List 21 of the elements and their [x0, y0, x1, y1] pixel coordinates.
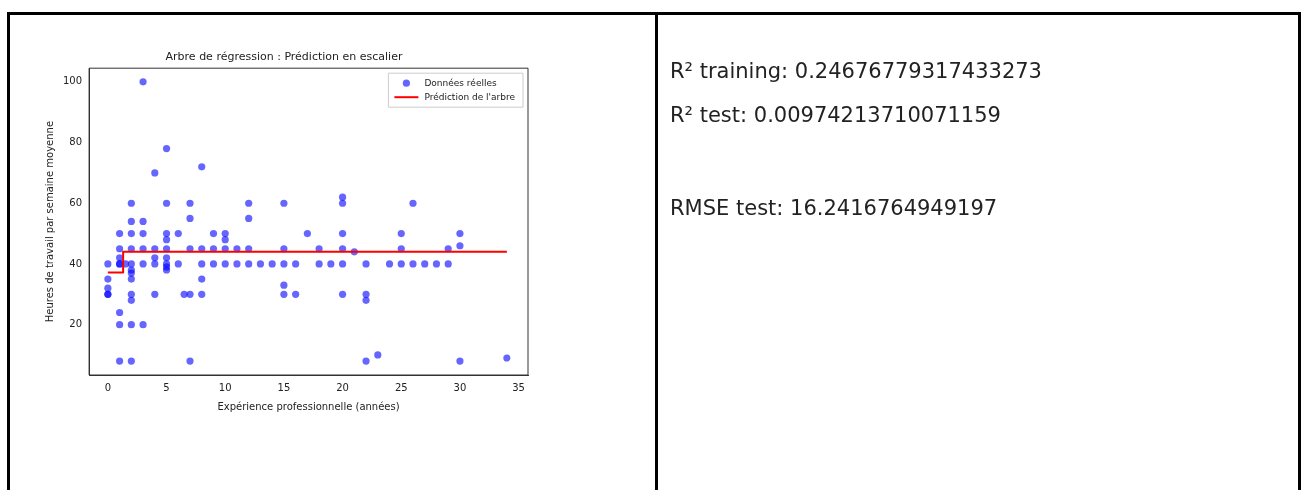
x-tick-label: 0 [104, 381, 112, 393]
text: R² test: 0.00974213710071159 [670, 103, 1001, 127]
y-tick-label: 60 [69, 196, 83, 208]
legend-label: Données réelles [424, 77, 497, 88]
x-tick-label: 30 [453, 381, 467, 393]
x-tick-label: 10 [218, 381, 232, 393]
x-tick-label: 25 [394, 381, 408, 393]
y-tick-label: 20 [69, 318, 83, 330]
x-tick-label: 35 [512, 381, 525, 393]
x-axis-title: Expérience professionnelle (années) [217, 400, 400, 412]
y-tick-label: 80 [69, 136, 83, 148]
chart-title: Arbre de régression : Prédiction en escalier [165, 50, 403, 64]
text: RMSE test: 16.2416764949197 [670, 196, 998, 220]
x-tick-label: 20 [336, 381, 349, 393]
legend-label: Prédiction de l'arbre [424, 91, 516, 102]
y-tick-label: 40 [69, 257, 83, 269]
y-tick-label: 100 [62, 75, 83, 87]
x-tick-label: 5 [163, 381, 170, 393]
x-tick-label: 15 [277, 381, 291, 393]
y-axis-title: Heures de travail par semaine moyenne [43, 120, 55, 323]
text: R² training: 0.24676779317433273 [670, 59, 1042, 83]
